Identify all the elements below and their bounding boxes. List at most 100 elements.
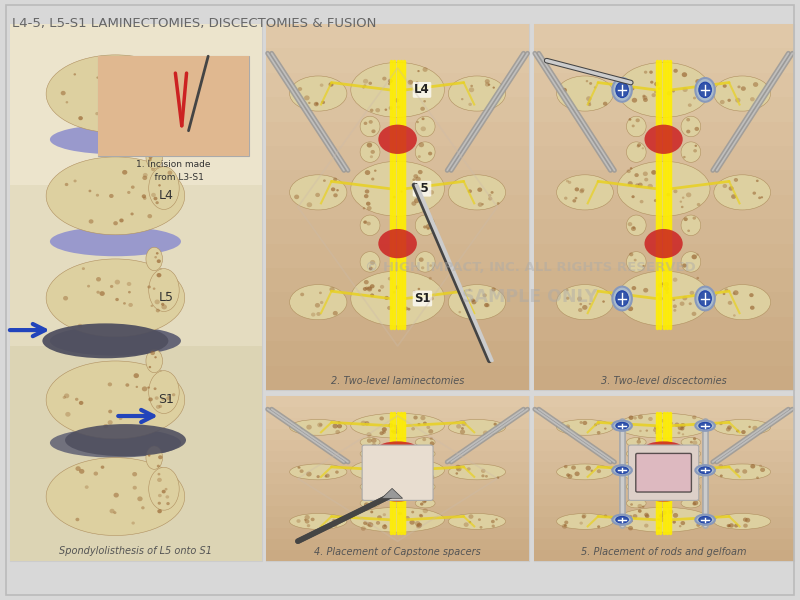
Ellipse shape xyxy=(579,521,583,524)
Ellipse shape xyxy=(394,427,398,430)
Polygon shape xyxy=(382,488,402,498)
Ellipse shape xyxy=(686,118,690,121)
Ellipse shape xyxy=(430,442,434,445)
Ellipse shape xyxy=(735,98,741,103)
Ellipse shape xyxy=(334,193,338,197)
Ellipse shape xyxy=(694,484,699,489)
Ellipse shape xyxy=(574,197,578,199)
Bar xyxy=(266,317,529,341)
Ellipse shape xyxy=(467,467,470,470)
Ellipse shape xyxy=(366,432,371,437)
Ellipse shape xyxy=(647,184,653,189)
Ellipse shape xyxy=(448,419,506,435)
Ellipse shape xyxy=(410,520,415,525)
Ellipse shape xyxy=(370,499,374,503)
Ellipse shape xyxy=(699,517,711,523)
Ellipse shape xyxy=(158,404,162,408)
Text: 2. Two-level laminectomies: 2. Two-level laminectomies xyxy=(331,376,464,386)
Bar xyxy=(266,365,529,390)
Bar xyxy=(534,539,794,550)
Ellipse shape xyxy=(617,161,710,216)
Ellipse shape xyxy=(388,277,392,280)
Ellipse shape xyxy=(314,102,318,106)
Ellipse shape xyxy=(680,302,685,306)
Ellipse shape xyxy=(350,271,445,326)
Ellipse shape xyxy=(696,523,700,527)
Ellipse shape xyxy=(658,87,661,90)
Ellipse shape xyxy=(639,485,645,490)
Ellipse shape xyxy=(720,475,722,477)
Ellipse shape xyxy=(415,437,435,447)
Ellipse shape xyxy=(682,433,684,436)
Text: © HIGH IMPACT, INC. ALL RIGHTS RESERVED: © HIGH IMPACT, INC. ALL RIGHTS RESERVED xyxy=(365,261,695,274)
Ellipse shape xyxy=(425,183,429,187)
Ellipse shape xyxy=(646,430,648,432)
Ellipse shape xyxy=(118,113,122,116)
Ellipse shape xyxy=(648,417,653,421)
Ellipse shape xyxy=(662,472,667,476)
Ellipse shape xyxy=(663,473,668,476)
Ellipse shape xyxy=(720,100,725,104)
Ellipse shape xyxy=(417,475,421,479)
Ellipse shape xyxy=(758,196,761,199)
Ellipse shape xyxy=(635,118,640,122)
Ellipse shape xyxy=(612,78,632,102)
Ellipse shape xyxy=(319,423,322,426)
Ellipse shape xyxy=(756,179,758,182)
Ellipse shape xyxy=(46,361,185,439)
Text: 4. Placement of Capstone spacers: 4. Placement of Capstone spacers xyxy=(314,547,481,557)
Ellipse shape xyxy=(415,499,435,508)
Ellipse shape xyxy=(678,464,680,466)
Ellipse shape xyxy=(582,421,587,425)
Ellipse shape xyxy=(686,193,691,197)
Ellipse shape xyxy=(154,100,158,103)
Ellipse shape xyxy=(360,251,380,272)
Ellipse shape xyxy=(82,267,85,270)
Ellipse shape xyxy=(370,511,374,514)
Ellipse shape xyxy=(566,473,570,477)
Ellipse shape xyxy=(653,428,658,432)
Bar xyxy=(266,462,529,473)
Ellipse shape xyxy=(691,449,694,451)
Ellipse shape xyxy=(147,386,150,389)
Ellipse shape xyxy=(166,396,171,400)
Ellipse shape xyxy=(419,449,424,453)
Ellipse shape xyxy=(481,469,486,473)
Ellipse shape xyxy=(590,470,594,472)
Ellipse shape xyxy=(369,266,373,270)
Ellipse shape xyxy=(149,155,153,159)
Ellipse shape xyxy=(689,302,692,305)
Ellipse shape xyxy=(360,449,380,458)
Ellipse shape xyxy=(660,430,663,433)
Ellipse shape xyxy=(695,515,715,525)
Ellipse shape xyxy=(673,278,678,282)
Ellipse shape xyxy=(368,522,374,527)
Ellipse shape xyxy=(628,181,633,186)
Ellipse shape xyxy=(165,488,167,491)
Ellipse shape xyxy=(682,197,685,199)
Ellipse shape xyxy=(360,499,380,508)
Ellipse shape xyxy=(46,55,185,133)
Ellipse shape xyxy=(645,488,682,502)
Ellipse shape xyxy=(750,464,755,469)
Ellipse shape xyxy=(315,103,318,105)
Ellipse shape xyxy=(643,98,648,102)
Text: 3. Two-level discectomies: 3. Two-level discectomies xyxy=(601,376,726,386)
Ellipse shape xyxy=(389,106,393,110)
Ellipse shape xyxy=(367,206,372,211)
Ellipse shape xyxy=(690,441,693,443)
Ellipse shape xyxy=(414,416,418,419)
Ellipse shape xyxy=(629,118,631,121)
Ellipse shape xyxy=(681,206,683,208)
Ellipse shape xyxy=(297,519,301,523)
Ellipse shape xyxy=(496,425,500,429)
Ellipse shape xyxy=(749,293,754,297)
Ellipse shape xyxy=(350,161,445,216)
Ellipse shape xyxy=(745,518,750,523)
Ellipse shape xyxy=(415,215,435,236)
Ellipse shape xyxy=(448,464,506,480)
Ellipse shape xyxy=(154,396,158,400)
Ellipse shape xyxy=(734,178,738,182)
Ellipse shape xyxy=(126,282,131,286)
Ellipse shape xyxy=(361,526,366,531)
